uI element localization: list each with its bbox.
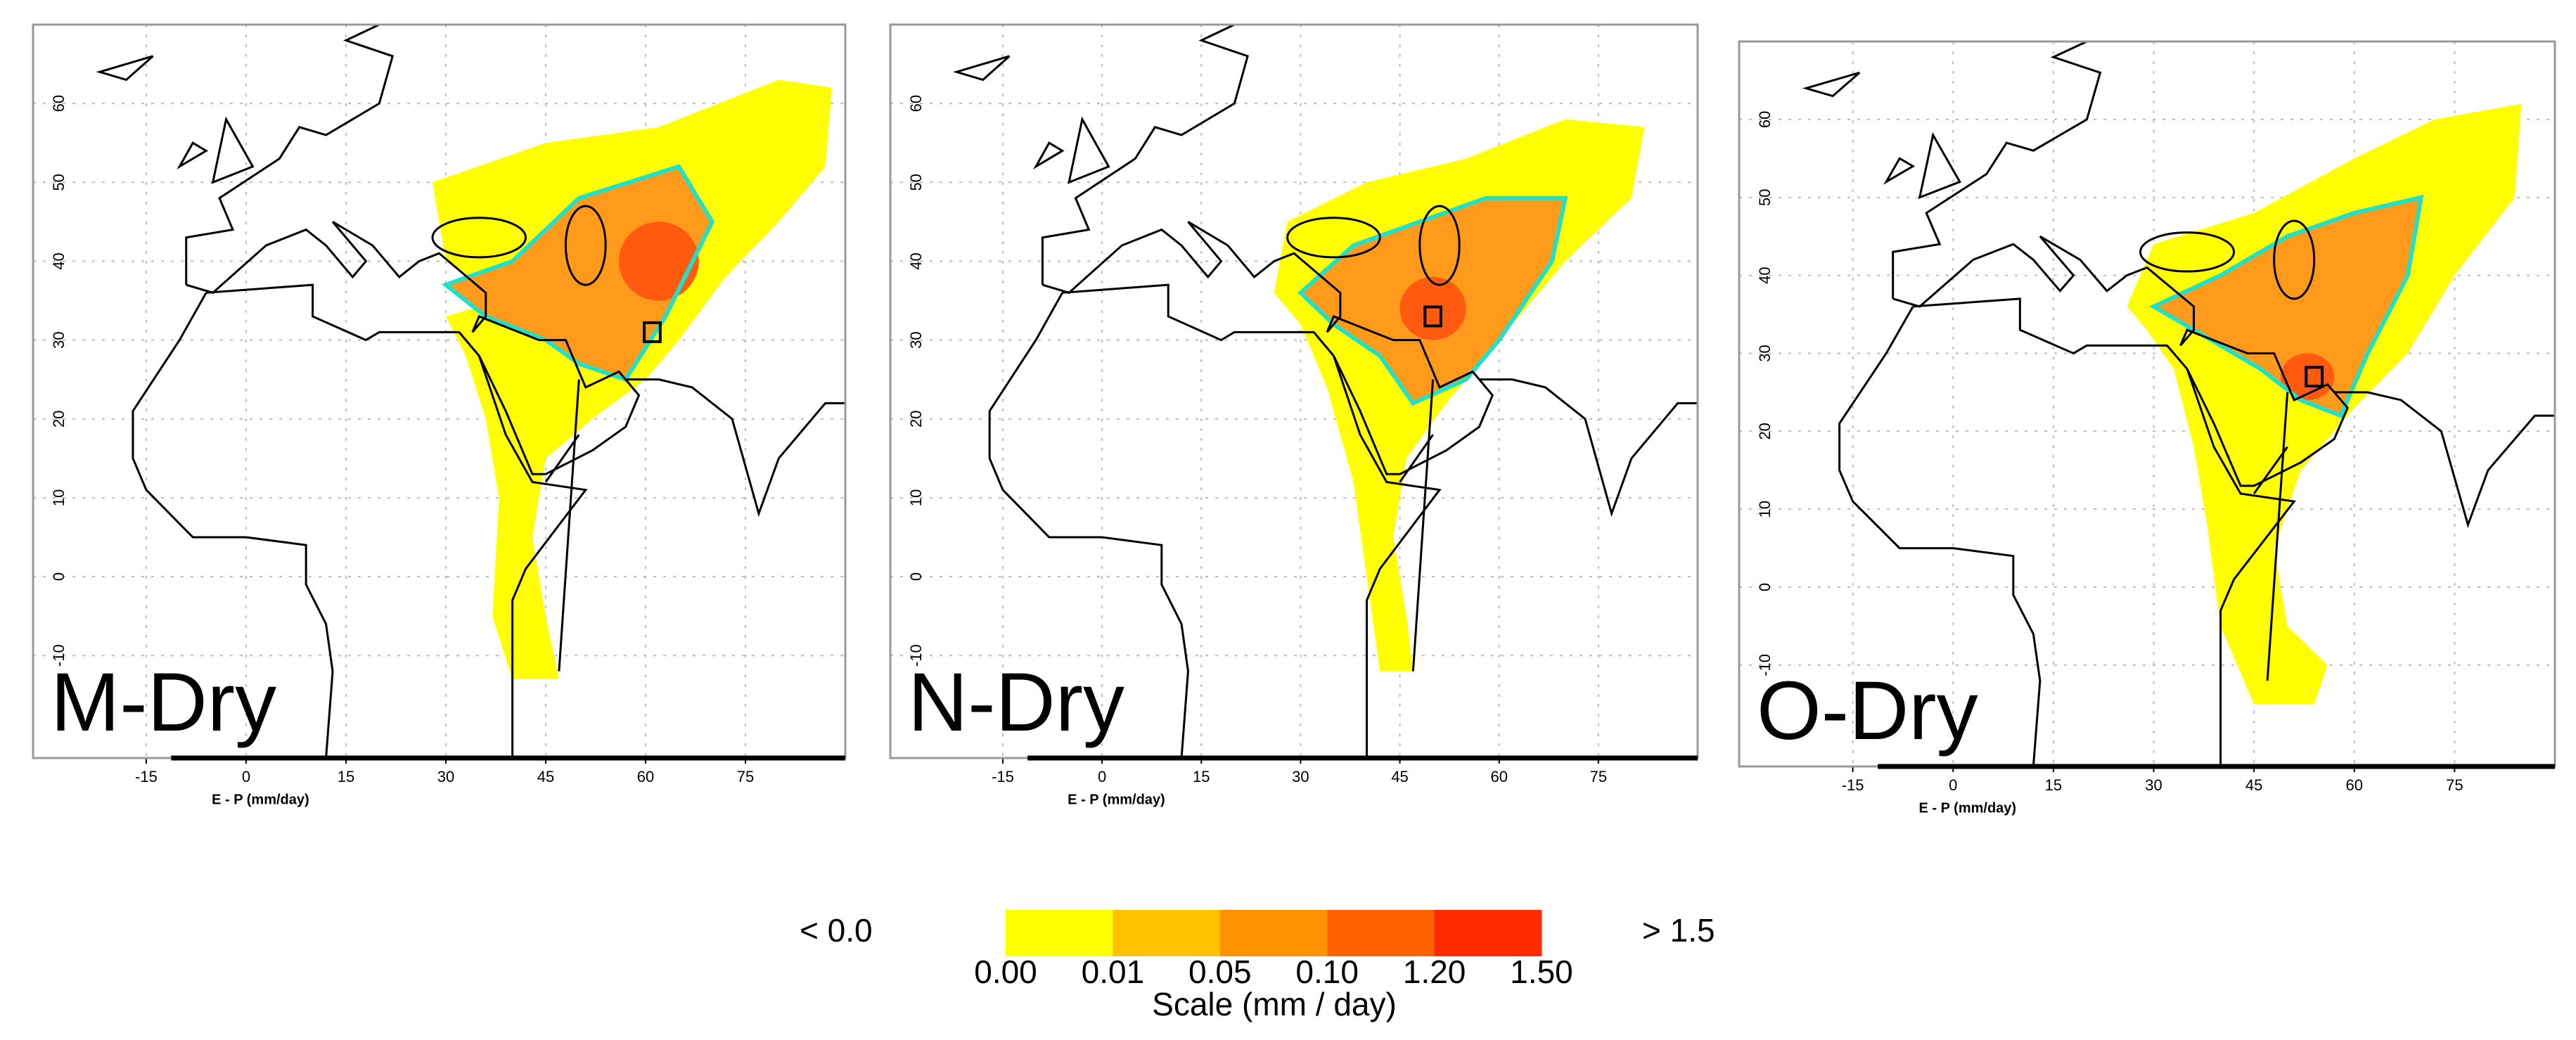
- contour: [446, 167, 712, 380]
- colorbar-tick-label: 0.01: [1082, 954, 1145, 990]
- y-tick-label: 50: [50, 174, 68, 191]
- y-tick-label: 60: [50, 95, 68, 112]
- x-tick-label: 45: [2245, 776, 2262, 794]
- y-tick-label: 40: [50, 252, 68, 269]
- x-tick-label: -15: [135, 768, 158, 785]
- x-tick-label: 60: [2346, 776, 2363, 794]
- map-panel: -10 0 10 20 30 40 50 60 -15 0 15 30 45 60 75 E - P (mm/…: [1738, 40, 2556, 816]
- colorbar-swatch: [1006, 910, 1113, 956]
- panel-label: M-Dry: [51, 656, 276, 749]
- y-tick-label: 30: [1756, 345, 1774, 361]
- y-tick-label: 30: [50, 331, 68, 348]
- colorbar-title: Scale (mm / day): [1152, 986, 1397, 1022]
- x-tick-label: 30: [437, 768, 454, 785]
- x-tick-label: 30: [2145, 776, 2162, 794]
- x-axis-label: E - P (mm/day): [212, 792, 309, 807]
- colorbar-tick-label: 0.00: [974, 954, 1037, 990]
- x-axis-label: E - P (mm/day): [1919, 800, 2017, 816]
- y-tick-label: 50: [1756, 188, 1774, 205]
- y-tick-label: 0: [50, 572, 68, 581]
- map-panel: -10 0 10 20 30 40 50 60 -15 0 15 30 45 60 75 E - P (mm/…: [889, 23, 1699, 807]
- colorbar-tick-label: 1.50: [1510, 954, 1573, 990]
- colorbar-over-label: > 1.5: [1642, 912, 1715, 949]
- colorbar: 0.00 0.01 0.05 0.10 1.20 1.50 < 0.0 > 1.5 Scale …: [800, 910, 1715, 1022]
- x-tick-label: 0: [1098, 768, 1106, 785]
- y-tick-label: 20: [1756, 423, 1774, 439]
- y-tick-label: 60: [907, 95, 925, 112]
- source-marker: [644, 323, 660, 342]
- y-tick-label: 40: [907, 252, 925, 269]
- moisture-regions: [2127, 103, 2522, 705]
- y-tick-label: 0: [1756, 583, 1774, 591]
- x-tick-label: 75: [1590, 768, 1607, 785]
- y-tick-label: 20: [50, 411, 68, 428]
- x-tick-label: 45: [1391, 768, 1408, 785]
- x-tick-label: 15: [2045, 776, 2062, 794]
- x-tick-label: -15: [992, 768, 1014, 785]
- colorbar-tick-label: 0.10: [1295, 954, 1359, 990]
- y-tick-label: 50: [907, 174, 925, 191]
- colorbar-tick-label: 1.20: [1403, 954, 1466, 990]
- panel-label: N-Dry: [908, 656, 1124, 749]
- colorbar-tick-label: 0.05: [1188, 954, 1252, 990]
- colorbar-under-label: < 0.0: [800, 912, 873, 949]
- colorbar-swatch: [1219, 910, 1328, 956]
- map-content: [1739, 41, 2555, 766]
- colorbar-swatch: [1113, 910, 1221, 956]
- x-tick-label: 60: [1490, 768, 1507, 785]
- y-tick-label: 10: [50, 489, 68, 506]
- x-tick-label: 45: [537, 768, 554, 785]
- map-panel: -10 0 10 20 30 40 50 60 -15 0 15 30 45 60 75 E - P (mm/…: [32, 23, 847, 807]
- x-tick-label: 0: [242, 768, 250, 785]
- red-core: [619, 222, 699, 301]
- y-tick-label: 10: [907, 489, 925, 506]
- yellow-region: [1274, 119, 1645, 672]
- x-tick-label: 30: [1292, 768, 1309, 785]
- source-marker: [2306, 367, 2322, 386]
- colorbar-swatch: [1327, 910, 1435, 956]
- y-tick-label: -10: [1756, 654, 1774, 676]
- map-content: [890, 25, 1698, 758]
- y-tick-label: 0: [907, 572, 925, 581]
- x-tick-label: 15: [1193, 768, 1210, 785]
- y-tick-label: -10: [907, 644, 925, 667]
- y-tick-label: 40: [1756, 267, 1774, 283]
- x-tick-label: 15: [338, 768, 354, 785]
- x-tick-label: 75: [2446, 776, 2463, 794]
- y-tick-label: 30: [907, 331, 925, 348]
- map-content: [33, 25, 845, 758]
- red-core: [1399, 276, 1466, 340]
- colorbar-swatch: [1434, 910, 1542, 956]
- moisture-regions: [1274, 119, 1645, 672]
- orange-region: [2153, 197, 2421, 416]
- y-tick-label: -10: [50, 644, 68, 667]
- y-tick-label: 10: [1756, 501, 1774, 518]
- x-tick-label: 60: [637, 768, 654, 785]
- source-marker: [1425, 307, 1441, 326]
- x-tick-label: 75: [737, 768, 754, 785]
- contour: [1300, 198, 1565, 404]
- x-tick-label: 0: [1949, 776, 1957, 794]
- y-tick-label: 60: [1756, 111, 1774, 128]
- panel-label: O-Dry: [1757, 665, 1978, 757]
- x-axis-label: E - P (mm/day): [1068, 792, 1165, 807]
- y-tick-label: 20: [907, 411, 925, 428]
- x-tick-label: -15: [1842, 776, 1864, 794]
